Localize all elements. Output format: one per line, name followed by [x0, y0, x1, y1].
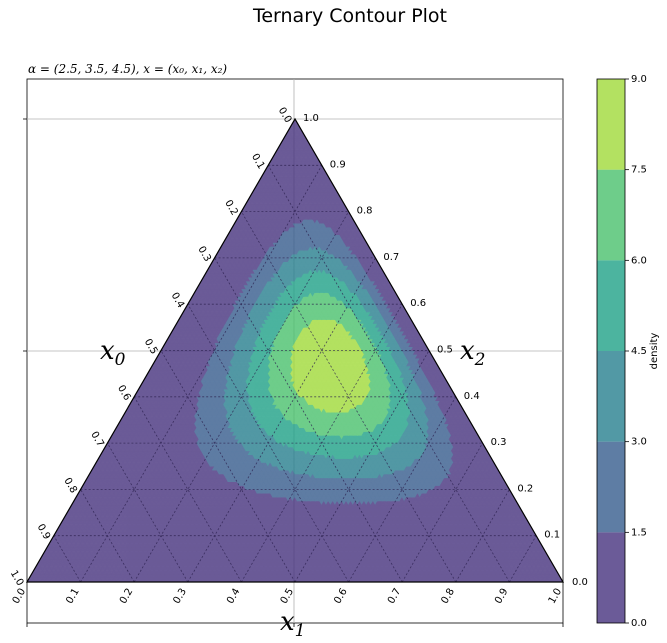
chart-title: Ternary Contour Plot	[252, 5, 447, 27]
contour-plot	[25, 117, 565, 583]
chart-subtitle: α = (2.5, 3.5, 4.5), x = (x₀, x₁, x₂)	[28, 62, 227, 76]
frame-ticks	[23, 118, 564, 627]
contour-fill	[27, 119, 563, 582]
